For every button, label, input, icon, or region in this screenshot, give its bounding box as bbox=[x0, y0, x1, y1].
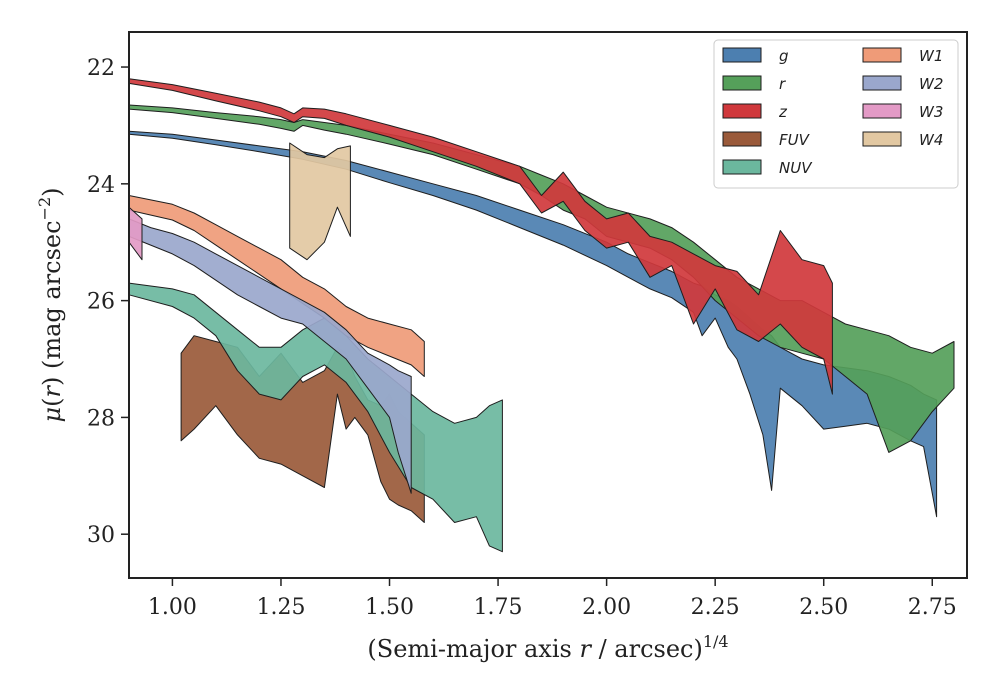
series-bands bbox=[128, 78, 955, 553]
legend-swatch-w1 bbox=[862, 47, 902, 63]
y-tick-label: 22 bbox=[87, 56, 115, 81]
x-tick-label: 1.25 bbox=[256, 595, 305, 620]
legend-swatch-fuv bbox=[722, 131, 762, 147]
legend-label-w2: W2 bbox=[919, 75, 943, 93]
x-axis-title: (Semi-major axis r / arcsec)1/4 bbox=[367, 632, 728, 663]
y-tick-label: 24 bbox=[87, 173, 115, 198]
legend-label-w4: W4 bbox=[919, 131, 943, 149]
y-axis-title: μ(r) (mag arcsec−2) bbox=[35, 187, 66, 422]
legend-label-w3: W3 bbox=[919, 103, 943, 121]
plot-frame bbox=[128, 31, 968, 579]
legend-swatch-r bbox=[722, 75, 762, 91]
y-tick-label: 28 bbox=[87, 406, 115, 431]
band-w2 bbox=[128, 218, 412, 494]
legend-swatch-nuv bbox=[722, 159, 762, 175]
legend-swatch-w4 bbox=[862, 131, 902, 147]
band-w1 bbox=[128, 195, 425, 377]
legend-label-z: z bbox=[778, 103, 788, 121]
band-w4 bbox=[289, 142, 351, 261]
x-tick-label: 2.75 bbox=[908, 595, 957, 620]
legend-swatch-g bbox=[722, 47, 762, 63]
x-tick-label: 2.50 bbox=[799, 595, 848, 620]
band-z bbox=[128, 78, 833, 395]
legend-label-w1: W1 bbox=[919, 47, 943, 65]
x-axis-ticks: 1.00 1.25 1.50 1.75 2.00 2.25 2.50 2.75 bbox=[148, 578, 957, 620]
legend-label-fuv: FUV bbox=[779, 131, 811, 149]
y-tick-label: 26 bbox=[87, 290, 115, 315]
x-tick-label: 1.50 bbox=[365, 595, 414, 620]
legend-label-nuv: NUV bbox=[779, 159, 813, 177]
legend-label-r: r bbox=[779, 75, 786, 93]
legend-swatch-w2 bbox=[862, 75, 902, 91]
x-tick-label: 2.25 bbox=[691, 595, 740, 620]
x-tick-label: 1.00 bbox=[148, 595, 197, 620]
band-nuv bbox=[128, 282, 503, 553]
x-tick-label: 1.75 bbox=[474, 595, 523, 620]
y-tick-label: 30 bbox=[87, 523, 115, 548]
legend-swatch-w3 bbox=[862, 103, 902, 119]
y-axis-ticks: 22 24 26 28 30 bbox=[87, 56, 129, 548]
band-w3 bbox=[128, 206, 143, 261]
x-tick-label: 2.00 bbox=[582, 595, 631, 620]
legend-label-g: g bbox=[779, 47, 789, 65]
legend-swatch-z bbox=[722, 103, 762, 119]
legend: grz FUV NUV W1 W2 W3 W4 bbox=[713, 39, 959, 189]
